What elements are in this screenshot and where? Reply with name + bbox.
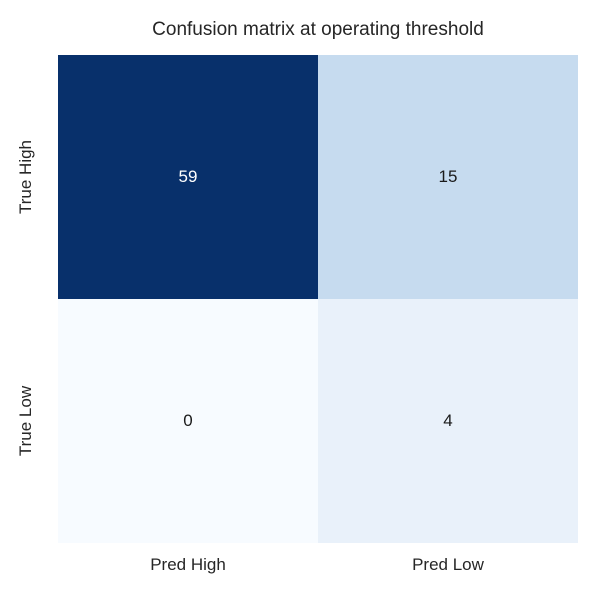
y-tick-label: True Low: [16, 385, 36, 457]
y-tick-label: True High: [16, 139, 36, 215]
y-axis-tick-true-high: True High: [0, 55, 52, 299]
chart-title: Confusion matrix at operating threshold: [152, 19, 484, 40]
heatmap-cell-true-low-pred-low: 4: [318, 299, 578, 543]
heatmap-cell-true-low-pred-high: 0: [58, 299, 318, 543]
cell-value: 15: [438, 167, 458, 186]
heatmap-cell-true-high-pred-low: 15: [318, 55, 578, 299]
heatmap-grid: 59 15 0 4: [58, 55, 578, 543]
x-axis-tick-pred-low: Pred Low: [412, 555, 484, 574]
x-axis-tick-pred-high: Pred High: [150, 555, 226, 574]
cell-value: 0: [183, 411, 193, 430]
cell-value: 4: [443, 411, 453, 430]
cell-value: 59: [178, 167, 198, 186]
y-axis-tick-true-low: True Low: [0, 299, 52, 543]
heatmap-cell-true-high-pred-high: 59: [58, 55, 318, 299]
